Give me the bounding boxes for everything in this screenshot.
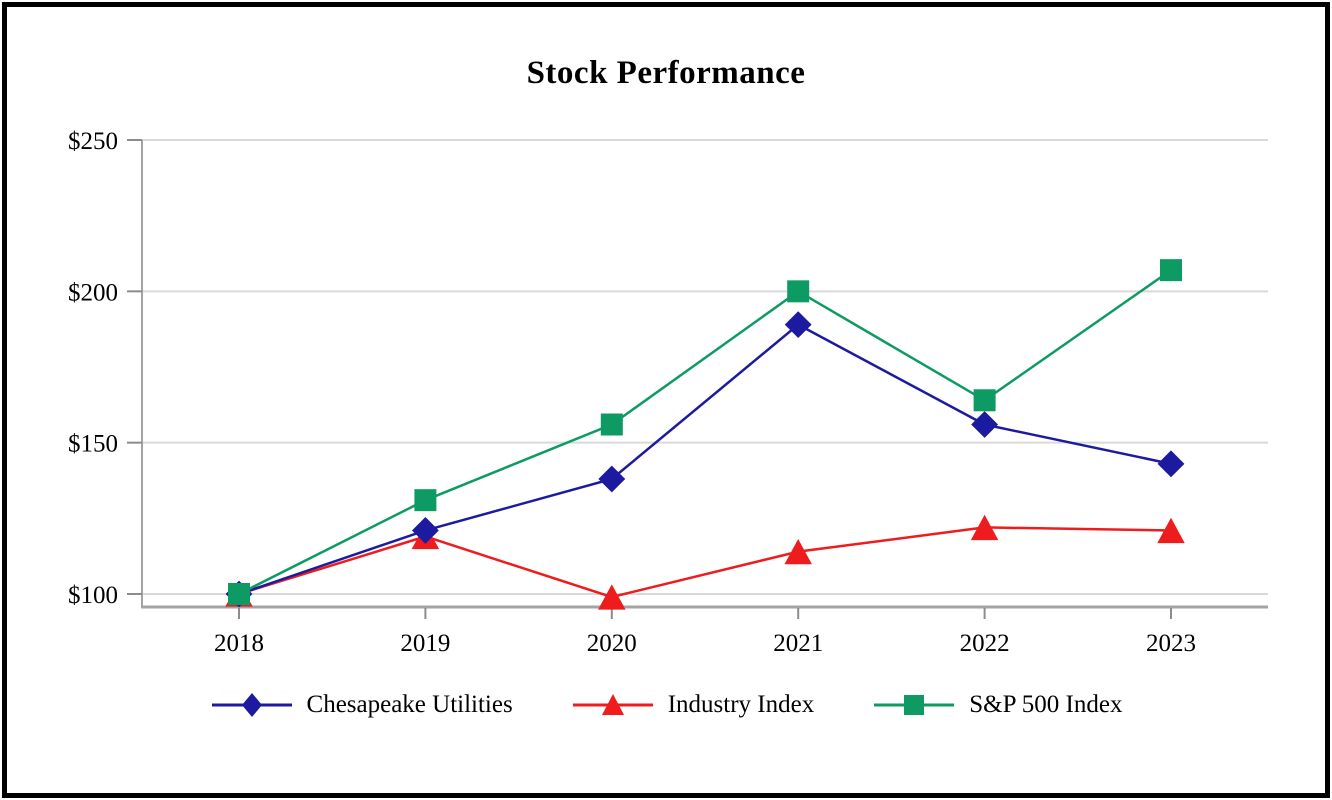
- y-tick-label: $250: [68, 128, 118, 155]
- square-marker-icon: [228, 583, 250, 605]
- legend-item-chesapeake-utilities: Chesapeake Utilities: [210, 688, 513, 722]
- x-tick-label: 2022: [960, 630, 1010, 657]
- x-tick-label: 2020: [587, 630, 637, 657]
- x-tick-label: 2021: [773, 630, 823, 657]
- x-tick-label: 2018: [214, 630, 264, 657]
- legend-item-industry-index: Industry Index: [571, 688, 815, 722]
- square-marker-icon: [600, 413, 623, 436]
- square-marker-icon: [904, 695, 925, 715]
- triangle-marker-icon: [784, 538, 812, 565]
- stock-performance-chart: $100 $150 $200 $250 2018 2019 2020 2021 2022 2023: [68, 128, 1268, 657]
- chart-title: Stock Performance: [526, 55, 806, 91]
- triangle-marker-icon: [598, 584, 626, 610]
- square-marker-icon: [973, 389, 996, 412]
- series-markers-chesapeake-utilities: [225, 311, 1185, 608]
- triangle-marker-icon: [601, 694, 624, 715]
- series-markers-s-p-500-index: [228, 259, 1182, 605]
- legend-swatch-diamond: [211, 693, 292, 717]
- square-marker-icon: [787, 280, 810, 303]
- legend-label: S&P 500 Index: [969, 691, 1123, 718]
- y-tick-label: $200: [68, 279, 118, 306]
- series-line-industry-index: [238, 526, 1172, 599]
- diamond-marker-icon: [784, 311, 812, 339]
- triangle-marker-icon: [1157, 517, 1185, 544]
- chart-legend: Chesapeake Utilities Industry Index S&P 50…: [0, 688, 1332, 722]
- gridlines: [142, 139, 1268, 595]
- x-tick-label: 2023: [1146, 630, 1196, 657]
- legend-item-s-p-500-index: S&P 500 Index: [872, 688, 1122, 722]
- diamond-marker-icon: [411, 517, 439, 544]
- legend-swatch-square: [874, 695, 955, 715]
- y-tick-label: $150: [68, 431, 118, 458]
- diamond-marker-icon: [1157, 450, 1185, 478]
- series-line-chesapeake-utilities: [238, 323, 1172, 596]
- diamond-marker-icon: [598, 465, 626, 493]
- legend-swatch-triangle: [572, 694, 653, 715]
- y-tick-label: $100: [68, 582, 118, 609]
- x-tick-label: 2019: [400, 630, 450, 657]
- legend-label: Industry Index: [667, 691, 815, 718]
- diamond-marker-icon: [971, 411, 999, 438]
- triangle-marker-icon: [970, 514, 999, 541]
- square-marker-icon: [1160, 259, 1182, 282]
- diamond-marker-icon: [241, 693, 262, 717]
- square-marker-icon: [414, 489, 437, 512]
- legend-label: Chesapeake Utilities: [306, 691, 513, 718]
- series-line-s-p-500-index: [238, 269, 1172, 596]
